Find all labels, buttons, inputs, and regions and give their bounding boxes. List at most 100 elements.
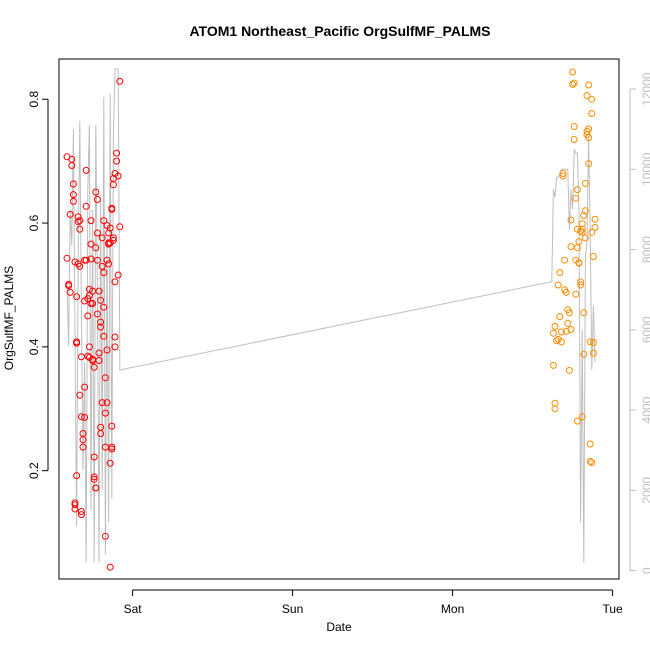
data-point-series-2 [573,417,581,425]
data-point-series-1 [77,413,85,421]
data-point-series-2 [589,253,597,260]
data-point-series-1 [93,256,101,264]
data-point-series-2 [589,339,597,346]
data-point-series-1 [77,508,85,515]
data-point-series-2 [570,136,578,143]
data-point-series-2 [588,110,596,117]
data-point-series-1 [69,197,77,205]
y2-tick-label: 4000 [640,396,650,423]
y-tick-label: 0.2 [27,462,41,479]
data-point-series-1 [113,157,121,165]
data-point-series-1 [106,563,114,571]
data-point-series-1 [103,256,111,264]
data-point-series-2 [573,186,581,194]
data-point-series-2 [567,216,575,224]
x-tick-label: Tue [602,602,623,616]
data-point-series-1 [101,374,109,382]
data-point-series-1 [111,333,119,341]
data-point-series-1 [109,234,117,242]
data-point-series-1 [100,303,108,311]
data-point-series-2 [588,95,596,103]
data-point-series-1 [108,205,116,213]
data-point-series-1 [79,443,87,451]
data-point-series-2 [591,215,599,223]
plot-area [58,58,620,580]
data-point-series-1 [98,399,106,407]
data-point-series-1 [103,399,111,407]
data-point-series-2 [556,313,564,320]
data-point-series-1 [87,240,95,248]
y-axis-left: 0.2 0.4 0.6 0.8 [27,91,49,479]
data-point-series-2 [585,125,593,133]
data-point-series-1 [108,443,116,451]
y2-tick-label: 8000 [640,236,650,263]
data-point-series-2 [557,338,565,346]
data-point-series-2 [578,225,586,233]
data-point-series-1 [68,162,76,169]
data-point-series-1 [97,318,105,326]
data-point-series-1 [114,271,122,279]
data-point-series-2 [580,350,588,358]
data-point-series-1 [101,532,109,540]
data-point-series-2 [556,269,564,277]
y2-tick-label: 6000 [640,316,650,343]
data-point-series-1 [108,445,116,453]
chart-title: ATOM1 Northeast_Pacific OrgSulfMF_PALMS [189,23,490,39]
data-point-series-2 [585,81,593,89]
data-point-series-1 [85,343,93,351]
data-point-series-1 [106,459,114,467]
data-point-series-1 [103,346,111,354]
data-point-series-2 [559,170,567,177]
data-point-series-2 [549,329,557,337]
data-point-series-1 [87,255,95,263]
data-point-series-2 [577,227,585,235]
trace-line-layer [66,68,596,563]
data-point-series-2 [569,80,577,88]
data-point-series-2 [578,228,586,236]
y2-tick-label: 12000 [640,72,650,106]
data-point-series-2 [569,68,577,76]
data-point-series-1 [77,511,85,519]
data-point-series-2 [573,244,581,252]
data-point-series-1 [90,453,98,461]
data-point-series-1 [106,224,114,232]
data-point-series-1 [98,262,106,270]
data-point-series-2 [572,194,580,202]
data-point-series-2 [562,327,570,335]
data-point-series-1 [116,77,124,85]
data-point-series-1 [66,210,74,218]
data-point-series-1 [100,269,108,277]
y-axis-right: 0 2000 4000 6000 8000 10000 12000 [629,72,650,574]
data-point-series-1 [95,287,103,295]
data-point-series-1 [87,217,95,225]
data-point-series-2 [583,92,591,99]
x-axis-label: Date [326,620,352,634]
data-point-series-2 [580,309,588,317]
data-point-series-1 [92,484,100,492]
data-point-series-1 [93,229,101,237]
data-point-series-1 [101,409,109,417]
x-tick-label: Sat [124,602,143,616]
data-point-series-1 [89,355,97,363]
y-axis-label: OrgSulfMF_PALMS [2,266,16,370]
data-point-series-1 [109,181,117,189]
data-point-series-2 [570,79,578,87]
data-point-series-2 [577,281,585,289]
data-point-series-1 [81,383,89,391]
x-tick-label: Mon [441,602,464,616]
data-point-series-1 [71,501,79,509]
data-point-series-2 [577,278,585,286]
data-point-series-2 [567,243,575,251]
data-point-series-2 [581,179,589,187]
data-point-series-1 [93,196,101,203]
data-point-series-2 [565,366,573,374]
data-point-series-1 [74,213,82,221]
data-point-series-1 [65,282,73,290]
data-point-series-1 [97,296,105,304]
data-point-series-2 [581,207,589,215]
data-point-series-2 [586,338,594,346]
data-point-series-2 [588,228,596,236]
data-point-series-1 [82,256,90,264]
y-tick-label: 0.8 [27,91,41,108]
data-point-series-2 [589,349,597,357]
